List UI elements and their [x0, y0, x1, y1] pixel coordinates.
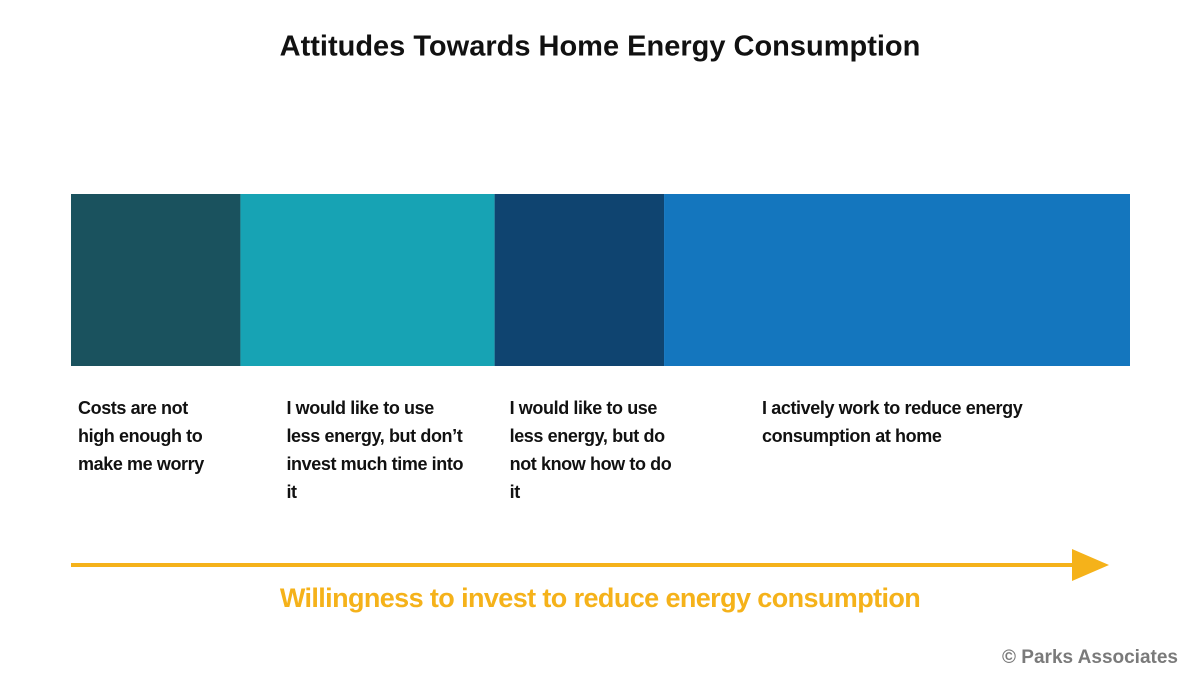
bar-segment — [494, 194, 665, 366]
bar-segment — [664, 194, 1130, 366]
arrow-head — [1072, 549, 1109, 581]
bar-segment — [71, 194, 241, 366]
chart-title: Attitudes Towards Home Energy Consumptio… — [280, 31, 921, 63]
segment-label: I would like to use less energy, but don… — [286, 398, 464, 502]
segment-label: I actively work to reduce energy consump… — [762, 398, 1023, 446]
bar-segment — [240, 194, 495, 366]
source: © Parks Associates — [1002, 647, 1178, 668]
segment-label: Costs are not high enough to make me wor… — [78, 398, 204, 474]
segment-label: I would like to use less energy, but do … — [509, 398, 672, 502]
x-axis-label: Willingness to invest to reduce energy c… — [280, 583, 920, 613]
